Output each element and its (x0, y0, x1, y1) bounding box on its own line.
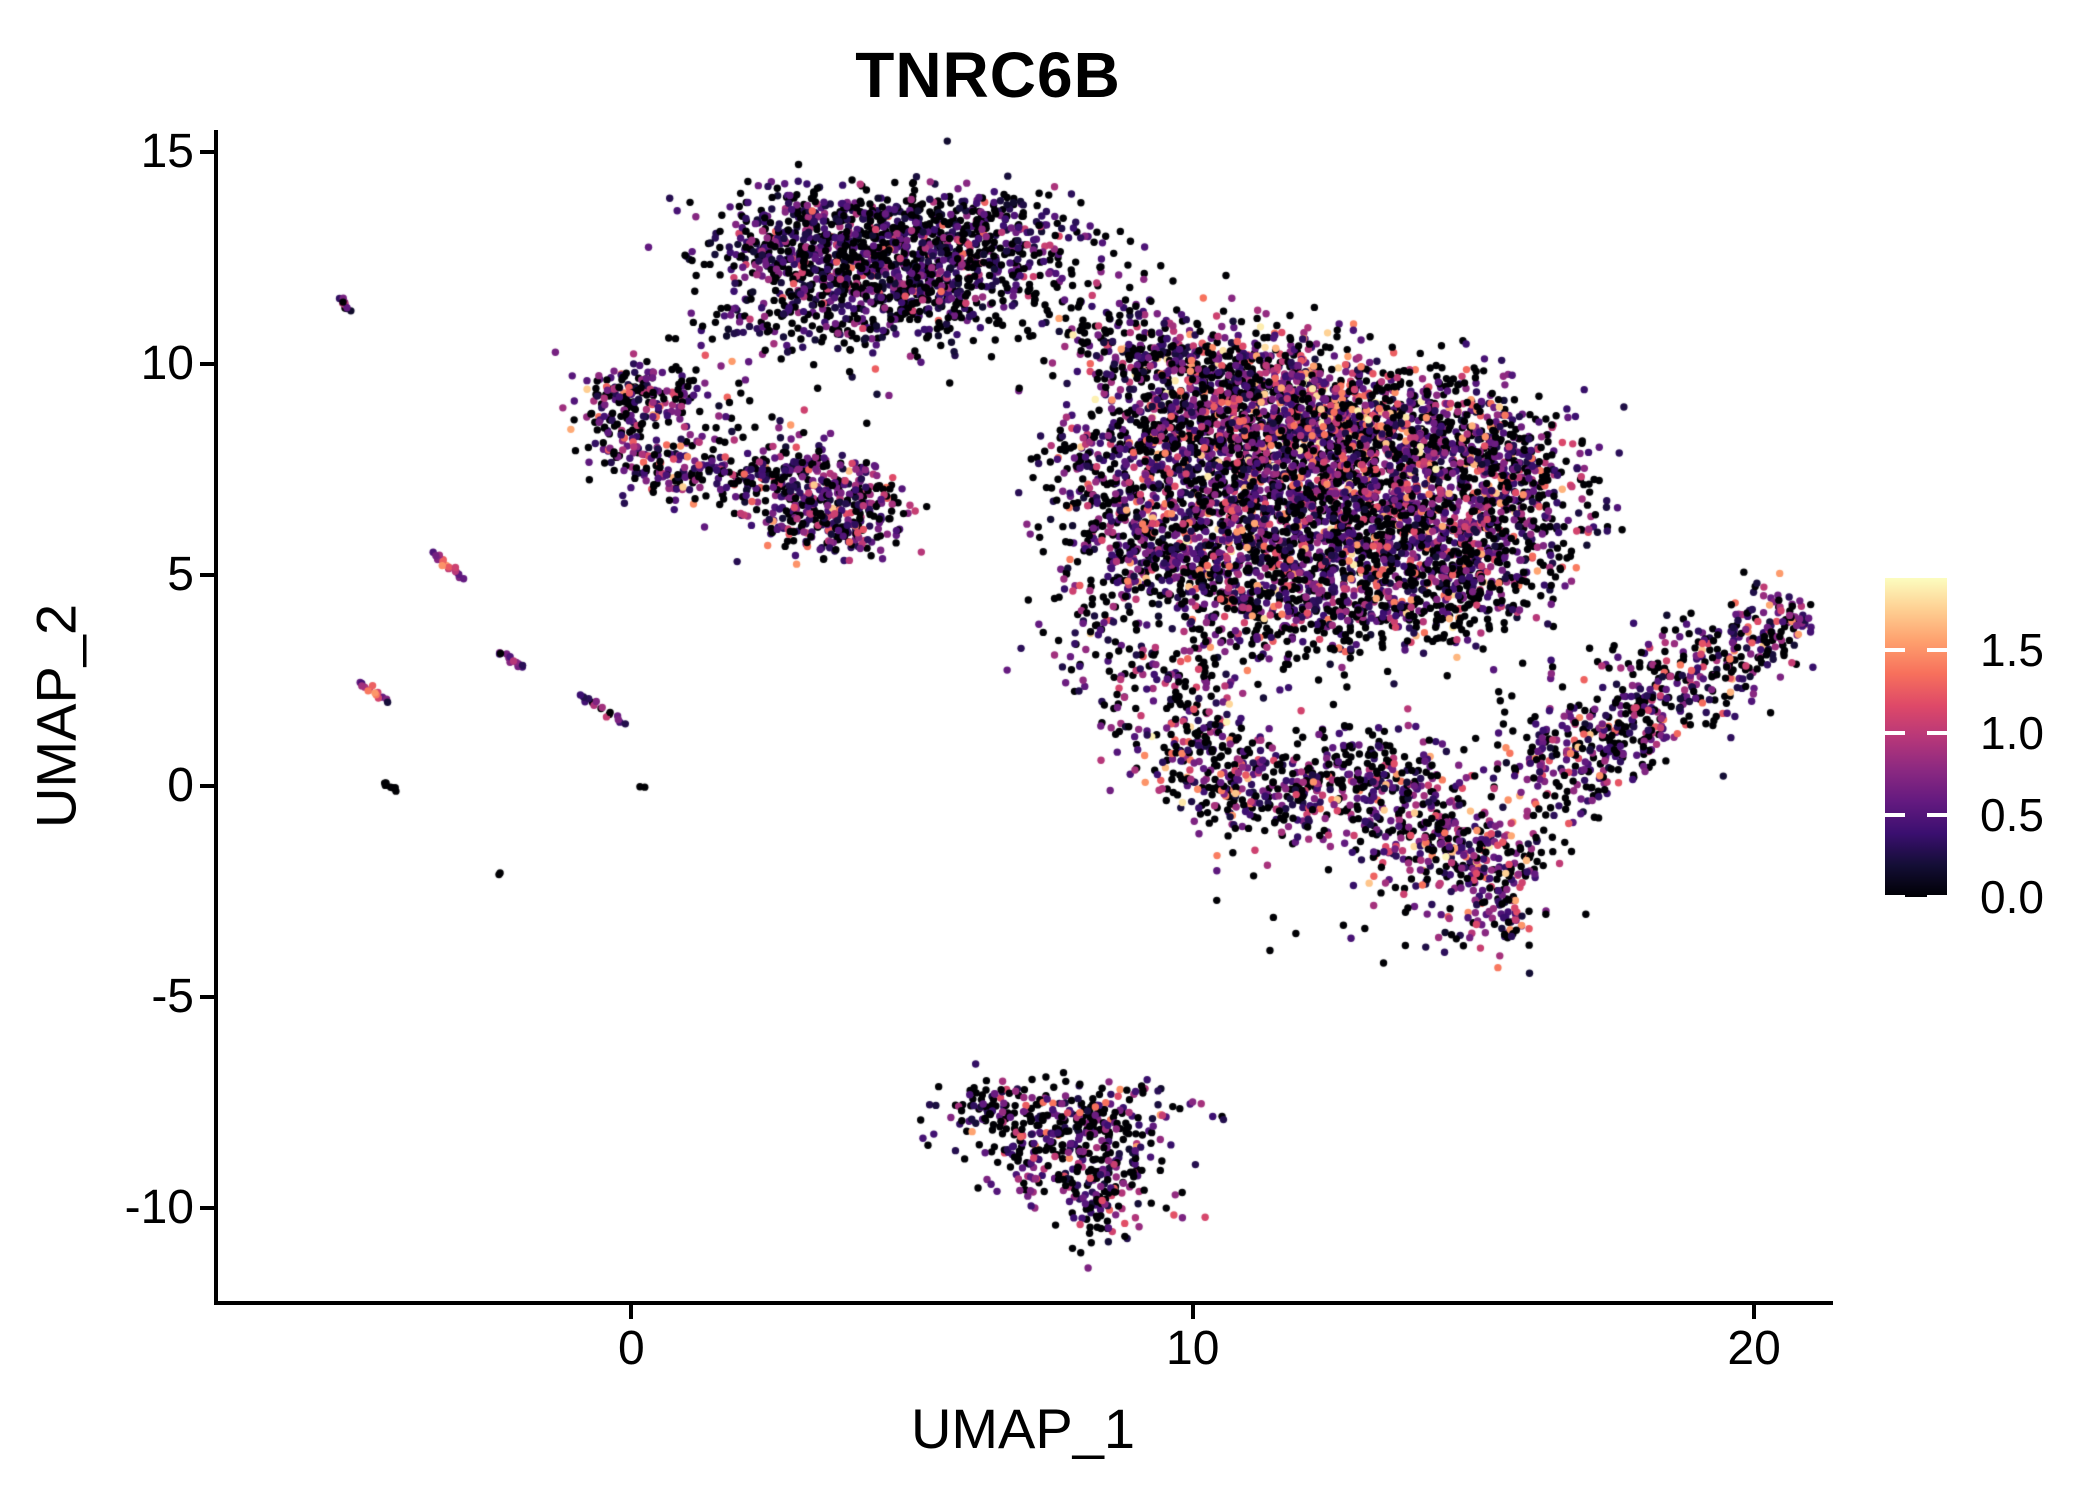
y-axis-tick-label: 0 (167, 758, 194, 812)
y-axis-tick (200, 150, 214, 155)
y-axis-tick (200, 783, 214, 788)
colorbar-tick-label: 1.0 (1980, 706, 2044, 759)
x-axis-tick-label: 0 (618, 1322, 645, 1375)
x-axis-tick (1190, 1305, 1195, 1319)
y-axis-tick-label: 15 (140, 125, 194, 179)
colorbar-tick-label: 1.5 (1980, 624, 2044, 677)
colorbar-legend: 1.5 1.0 0.5 0.0 (1885, 578, 2100, 920)
y-axis-tick (200, 995, 214, 1000)
colorbar-tick-right (1927, 895, 1947, 899)
y-axis-tick-label: -5 (151, 970, 194, 1024)
colorbar-tick-left (1885, 730, 1905, 735)
x-axis-tick-label: 10 (1166, 1322, 1220, 1375)
y-axis-tick-label: 5 (167, 547, 194, 601)
colorbar-gradient (1885, 578, 1947, 897)
x-axis-tick-label: 20 (1727, 1322, 1781, 1375)
y-axis-tick (200, 572, 214, 577)
x-axis-title: UMAP_1 (910, 1397, 1136, 1460)
y-axis-tick-label: 10 (140, 336, 194, 390)
colorbar-tick-right (1927, 648, 1947, 653)
colorbar-tick-left (1885, 812, 1905, 817)
x-axis-line (214, 1301, 1833, 1305)
y-axis-tick (200, 1206, 214, 1211)
plot-title: TNRC6B (855, 39, 1121, 111)
colorbar-tick-left (1885, 895, 1905, 899)
y-axis-line (214, 130, 218, 1305)
colorbar-tick-right (1927, 812, 1947, 817)
y-axis-tick-label: -10 (124, 1181, 194, 1235)
x-axis-tick (1752, 1305, 1757, 1319)
y-axis-tick (200, 361, 214, 366)
colorbar-tick-left (1885, 648, 1905, 653)
colorbar-tick-label: 0.5 (1980, 788, 2044, 841)
colorbar-tick-right (1927, 730, 1947, 735)
x-axis-tick (629, 1305, 634, 1319)
colorbar-tick-label: 0.0 (1980, 871, 2044, 923)
